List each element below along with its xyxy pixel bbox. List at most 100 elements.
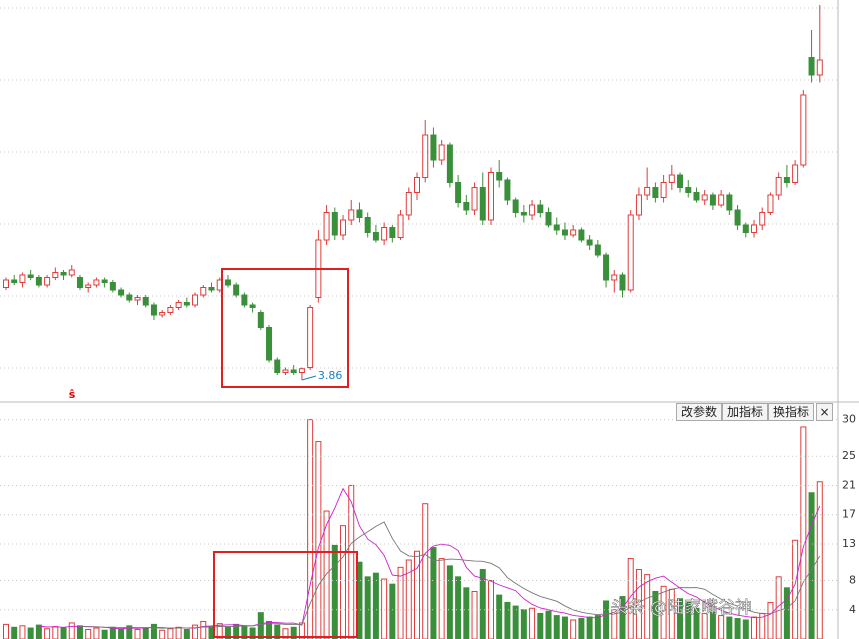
candle-body: [142, 297, 149, 306]
candle-body: [685, 187, 692, 193]
candle-body: [783, 177, 790, 183]
y-tick-label: 8: [849, 574, 856, 587]
volume-bar: [512, 605, 519, 639]
candle-body: [594, 244, 601, 256]
candle-body: [274, 359, 281, 373]
volume-bar: [183, 628, 190, 639]
candle-body: [414, 177, 420, 193]
candle-body: [792, 164, 799, 183]
volume-bar: [307, 419, 314, 639]
volume-bar: [52, 626, 59, 639]
candle-body: [808, 57, 815, 76]
volume-bar: [282, 628, 289, 639]
candle-body: [208, 287, 215, 291]
volume-bar: [414, 550, 420, 639]
candle-body: [529, 204, 536, 216]
volume-bar: [701, 612, 708, 639]
volume-bar: [266, 620, 273, 639]
candle-body: [446, 144, 453, 183]
candle-body: [479, 187, 486, 221]
volume-bar: [405, 559, 412, 639]
candle-body: [496, 172, 503, 181]
candle-body: [192, 294, 199, 306]
y-tick-label: 25: [842, 449, 856, 462]
volume-bar: [422, 503, 429, 639]
button[interactable]: 改参数: [676, 403, 722, 421]
candle-body: [726, 194, 733, 211]
volume-bar: [537, 612, 544, 639]
candle-body: [405, 192, 412, 216]
candle-body: [290, 369, 297, 373]
close-button[interactable]: ×: [816, 403, 833, 421]
volume-bar: [742, 619, 749, 639]
candle-body: [126, 294, 133, 301]
candle-body: [668, 174, 675, 183]
candle-body: [693, 192, 700, 201]
volume-bar: [76, 625, 83, 639]
candle-body: [159, 312, 166, 316]
candle-body: [759, 212, 766, 226]
candle-body: [800, 94, 807, 166]
volume-bar: [142, 627, 149, 639]
candle-body: [734, 209, 741, 226]
volume-bar: [257, 612, 264, 639]
volume-bar: [249, 627, 256, 639]
volume-bar: [504, 601, 511, 639]
candle-body: [471, 187, 478, 211]
candle-body: [742, 224, 749, 233]
candle-body: [545, 212, 552, 226]
candle-body: [487, 172, 494, 221]
candle-body: [619, 274, 626, 291]
volume-bar: [627, 558, 634, 639]
volume-bar: [529, 607, 536, 639]
volume-bar: [101, 629, 108, 639]
candle-body: [701, 194, 708, 201]
volume-bar: [274, 624, 281, 639]
candle-body: [60, 272, 67, 276]
button[interactable]: 换指标: [768, 403, 814, 421]
candle-body: [635, 194, 642, 216]
volume-bar: [496, 594, 503, 639]
candle-body: [76, 277, 83, 288]
signal-marker: ŝ: [69, 388, 76, 401]
candle-body: [224, 279, 231, 286]
candle-body: [372, 232, 379, 241]
candle-body: [11, 279, 18, 283]
volume-bar: [68, 622, 75, 639]
volume-bar: [175, 626, 182, 639]
candle-body: [52, 272, 59, 278]
volume-bar: [677, 598, 684, 639]
volume-bar: [783, 587, 790, 639]
volume-bar: [792, 539, 799, 639]
candle-body: [381, 227, 388, 241]
volume-bar: [150, 623, 157, 639]
candle-body: [249, 304, 256, 308]
y-tick-label: 21: [842, 478, 856, 491]
volume-bar: [200, 620, 207, 639]
candle-body: [603, 254, 610, 281]
candle-body: [438, 144, 445, 161]
volume-bar: [11, 626, 18, 639]
volume-bar: [603, 600, 610, 639]
candle-body: [331, 212, 338, 236]
volume-bar: [594, 615, 601, 639]
candle-body: [816, 59, 823, 76]
volume-bar: [520, 609, 527, 639]
volume-bar: [118, 628, 125, 639]
candle-body: [19, 274, 26, 283]
volume-bar: [159, 629, 166, 639]
volume-bar: [192, 624, 199, 639]
volume-bar: [44, 628, 51, 639]
volume-bar: [323, 510, 330, 639]
candle-body: [364, 217, 371, 233]
volume-bar: [109, 626, 116, 639]
candle-body: [101, 279, 108, 283]
candle-body: [520, 212, 527, 216]
volume-bar: [126, 625, 133, 639]
button[interactable]: 加指标: [722, 403, 768, 421]
candle-body: [504, 179, 511, 201]
volume-bar: [644, 574, 651, 639]
candle-body: [3, 279, 9, 288]
candle-body: [233, 284, 240, 296]
volume-bar: [800, 426, 807, 639]
